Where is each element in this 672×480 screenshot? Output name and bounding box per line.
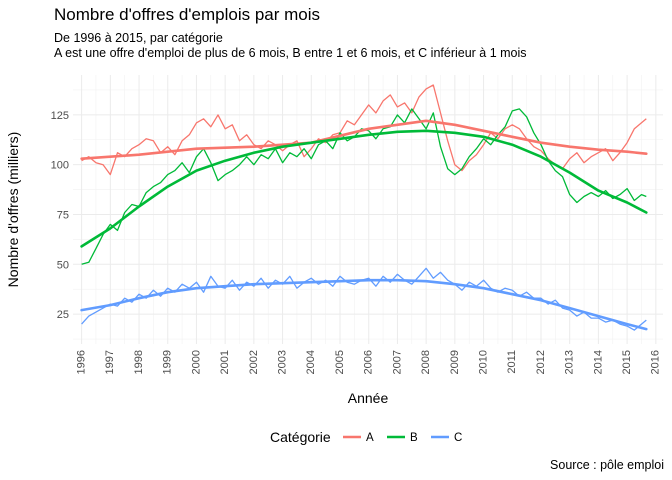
x-tick-label: 1999 [162,350,174,374]
x-tick-label: 1997 [104,350,116,374]
x-tick-label: 2009 [449,350,461,374]
x-tick-label: 2005 [334,350,346,374]
series-lines [80,84,648,331]
subtitle-line-1: De 1996 à 2015, par catégorie [54,31,223,45]
x-tick-label: 2012 [535,350,547,374]
legend-label-A: A [366,432,374,444]
y-tick-label: 50 [57,259,69,271]
x-tick-label: 2001 [219,350,231,374]
chart-title: Nombre d'offres d'emplois par mois [54,5,321,24]
x-tick-label: 2003 [276,350,288,374]
x-tick-label: 2014 [592,350,604,374]
subtitle-line-2: A est une offre d'emploi de plus de 6 mo… [54,46,527,60]
x-tick-label: 2010 [477,350,489,374]
x-tick-label: 2016 [650,350,662,374]
x-tick-label: 2000 [190,350,202,374]
x-tick-label: 1998 [133,350,145,374]
x-tick-label: 2002 [248,350,260,374]
grid-lines [73,75,663,344]
x-tick-label: 1996 [76,350,88,374]
series-C-trend-line [80,278,648,331]
y-tick-label: 100 [51,160,69,172]
x-tick-label: 2011 [506,350,518,374]
x-tick-label: 2004 [305,350,317,374]
legend-title: Catégorie [270,429,331,445]
x-tick-label: 2015 [621,350,633,374]
source-caption: Source : pôle emploi [550,458,664,472]
x-tick-label: 2008 [420,350,432,374]
series-B-trend-line [80,129,648,248]
x-tick-label: 2013 [564,350,576,374]
series-C-raw-line [81,267,647,331]
series-A-trend-line [80,119,648,160]
y-tick-label: 25 [57,309,69,321]
y-axis-title: Nombre d'offres (milliers) [5,132,21,288]
legend: Catégorie A B C [270,429,462,445]
y-tick-label: 75 [57,209,69,221]
x-axis-title: Année [348,390,389,406]
legend-label-C: C [454,432,462,444]
chart-subtitle: De 1996 à 2015, par catégorie A est une … [54,31,527,61]
x-tick-labels: 1996 1997 1998 1999 2000 2001 2002 2003 2004 2005… [76,350,662,374]
x-tick-label: 2007 [391,350,403,374]
x-tick-label: 2006 [363,350,375,374]
legend-label-B: B [410,432,418,444]
y-tick-labels: 25 50 75 100 125 [51,110,69,321]
y-tick-label: 125 [51,110,69,122]
